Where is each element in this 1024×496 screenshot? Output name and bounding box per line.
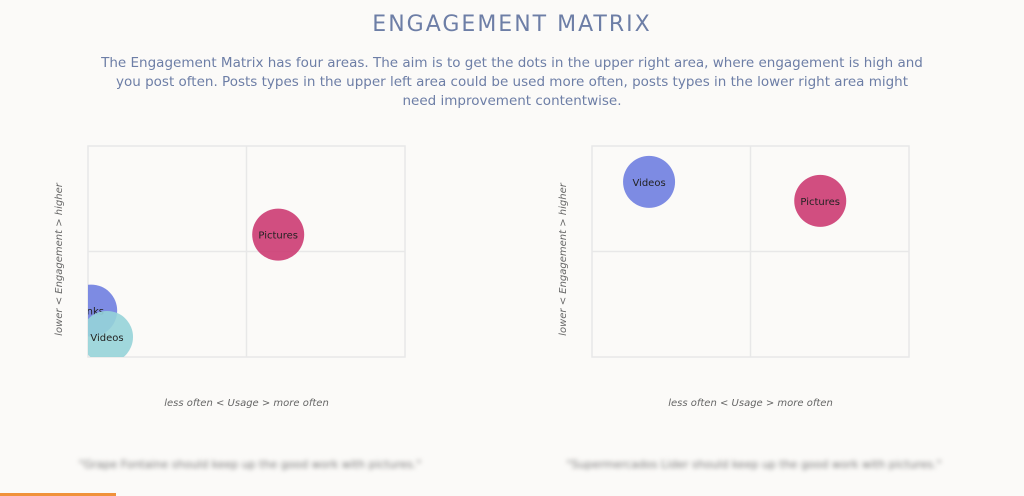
point-label: Links bbox=[78, 307, 104, 318]
point-pictures[interactable] bbox=[794, 174, 847, 227]
x-axis-label: less often < Usage > more often bbox=[164, 398, 329, 409]
point-label: Pictures bbox=[800, 197, 840, 208]
engagement-chart-1: Pictures Links Videos less often < Usage > … bbox=[40, 140, 440, 420]
y-axis-label: lower < Engagement > higher bbox=[54, 182, 65, 336]
progress-bar bbox=[0, 493, 116, 496]
x-axis-label: less often < Usage > more often bbox=[668, 398, 833, 409]
y-axis-label: lower < Engagement > higher bbox=[558, 182, 569, 336]
chart-quote-1: "Grape Fontaine should keep up the good … bbox=[78, 458, 422, 471]
point-label: Videos bbox=[632, 178, 665, 189]
chart-quote-2: "Supermercados Lider should keep up the … bbox=[566, 458, 942, 471]
point-videos[interactable] bbox=[623, 155, 676, 208]
point-label: Pictures bbox=[258, 231, 298, 242]
engagement-chart-2: Videos Pictures less often < Usage > more … bbox=[544, 140, 944, 420]
page-title: ENGAGEMENT MATRIX bbox=[372, 12, 652, 37]
description: The Engagement Matrix has four areas. Th… bbox=[101, 55, 923, 109]
point-videos[interactable] bbox=[81, 310, 134, 363]
point-label: Videos bbox=[90, 333, 123, 344]
point-pictures[interactable] bbox=[252, 208, 305, 261]
